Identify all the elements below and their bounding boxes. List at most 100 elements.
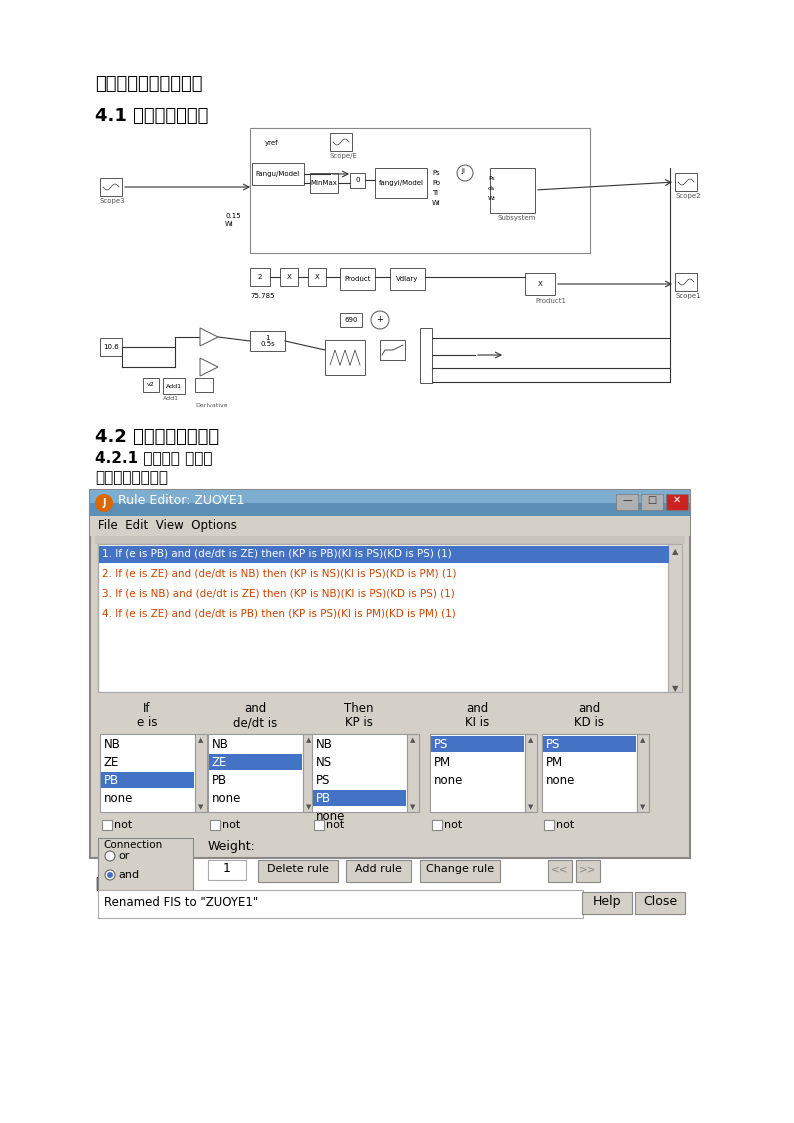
Text: 4.1 模糊控制器模型: 4.1 模糊控制器模型	[95, 107, 208, 125]
Text: X: X	[314, 274, 319, 280]
Bar	[258, 860, 338, 882]
Text: v2: v2	[147, 383, 155, 387]
Text: Ps: Ps	[488, 176, 495, 181]
Text: 风机模型: 风机模型	[95, 876, 132, 891]
Circle shape	[95, 494, 113, 512]
Bar	[668, 544, 682, 692]
Text: PS: PS	[546, 738, 561, 751]
Text: NS: NS	[316, 756, 332, 769]
Text: and: and	[466, 702, 488, 715]
Text: 1. If (e is PB) and (de/dt is ZE) then (KP is PB)(KI is PS)(KD is PS) (1): 1. If (e is PB) and (de/dt is ZE) then (…	[102, 548, 452, 558]
Text: e is: e is	[137, 716, 157, 729]
Bar	[308, 268, 326, 286]
Text: PB: PB	[316, 792, 331, 805]
Text: PM: PM	[546, 756, 563, 769]
Bar	[209, 754, 302, 770]
Bar	[542, 734, 637, 812]
Bar	[314, 820, 324, 830]
Text: ▲: ▲	[528, 737, 534, 743]
Bar	[90, 490, 690, 515]
Bar	[252, 163, 304, 185]
Bar	[582, 892, 632, 914]
Bar	[100, 338, 122, 356]
Bar	[143, 378, 159, 392]
Text: Scope/E: Scope/E	[330, 153, 358, 159]
Text: not: not	[326, 820, 345, 830]
Bar	[100, 179, 122, 197]
Text: Scope1: Scope1	[675, 293, 700, 299]
Bar	[280, 268, 298, 286]
Bar	[90, 503, 690, 515]
Circle shape	[107, 871, 113, 878]
Text: ▲: ▲	[410, 737, 416, 743]
Text: Renamed FIS to "ZUOYE1": Renamed FIS to "ZUOYE1"	[104, 896, 258, 909]
Text: fangyi/Model: fangyi/Model	[379, 180, 423, 186]
Text: and: and	[118, 870, 139, 880]
Bar	[675, 173, 697, 191]
Bar	[303, 734, 315, 812]
Bar	[637, 734, 649, 812]
Text: NB: NB	[104, 738, 121, 751]
Bar	[163, 378, 185, 394]
Bar	[325, 340, 365, 375]
Text: not: not	[114, 820, 133, 830]
Text: 3. If (e is NB) and (de/dt is ZE) then (KP is NB)(KI is PS)(KD is PS) (1): 3. If (e is NB) and (de/dt is ZE) then (…	[102, 588, 455, 599]
Text: ▼: ▼	[306, 804, 312, 810]
Text: ▲: ▲	[640, 737, 646, 743]
Text: none: none	[434, 774, 464, 787]
Text: not: not	[444, 820, 462, 830]
Bar	[525, 734, 537, 812]
Bar	[375, 168, 427, 198]
Text: NB: NB	[212, 738, 229, 751]
Text: Po: Po	[432, 180, 440, 186]
Text: Subsystem: Subsystem	[498, 214, 537, 221]
Text: Derivative: Derivative	[195, 403, 228, 408]
Text: Help: Help	[593, 895, 621, 909]
Text: 10.6: 10.6	[103, 344, 119, 350]
Text: Delete rule: Delete rule	[267, 864, 329, 874]
Text: Wi: Wi	[488, 197, 495, 201]
Bar	[90, 490, 690, 858]
Text: Ti: Ti	[432, 190, 438, 197]
Bar	[98, 544, 670, 692]
Text: 1
0.5s: 1 0.5s	[260, 335, 275, 347]
Bar	[100, 734, 195, 812]
Bar	[310, 173, 338, 193]
Bar	[98, 891, 583, 917]
Text: 4. If (e is ZE) and (de/dt is PB) then (KP is PS)(KI is PM)(KD is PM) (1): 4. If (e is ZE) and (de/dt is PB) then (…	[102, 608, 456, 618]
Text: >>: >>	[580, 864, 597, 874]
Circle shape	[371, 311, 389, 329]
Bar	[195, 378, 213, 392]
Bar	[208, 734, 303, 812]
Text: Vdlary: Vdlary	[396, 276, 418, 282]
Text: Then: Then	[345, 702, 374, 715]
Text: Fangu/Model: Fangu/Model	[256, 171, 300, 177]
Text: Ps: Ps	[432, 170, 440, 176]
Text: Scope2: Scope2	[675, 193, 700, 199]
Text: ▼: ▼	[410, 804, 416, 810]
Text: X: X	[538, 281, 542, 287]
Polygon shape	[200, 328, 218, 346]
Text: PS: PS	[434, 738, 449, 751]
Text: KD is: KD is	[574, 716, 604, 729]
Text: Wi: Wi	[225, 221, 233, 227]
Text: ▼: ▼	[198, 804, 204, 810]
Bar	[312, 734, 407, 812]
Text: ▲: ▲	[306, 737, 312, 743]
Text: PS: PS	[157, 876, 181, 891]
Text: de/dt is: de/dt is	[233, 716, 277, 729]
Text: ▲: ▲	[672, 547, 678, 556]
Bar	[346, 860, 411, 882]
Text: J: J	[102, 497, 106, 508]
Text: 2. If (e is ZE) and (de/dt is NB) then (KP is NS)(KI is PS)(KD is PM) (1): 2. If (e is ZE) and (de/dt is NB) then (…	[102, 568, 457, 578]
Text: 75.785: 75.785	[250, 293, 275, 299]
Text: ZE: ZE	[212, 756, 227, 769]
Bar	[666, 494, 688, 510]
Bar	[340, 268, 375, 290]
Text: ▼: ▼	[640, 804, 646, 810]
Text: 690: 690	[345, 317, 358, 323]
Bar	[210, 820, 220, 830]
Text: Weight:: Weight:	[208, 840, 256, 853]
Text: not: not	[222, 820, 241, 830]
Text: +: +	[376, 314, 383, 325]
